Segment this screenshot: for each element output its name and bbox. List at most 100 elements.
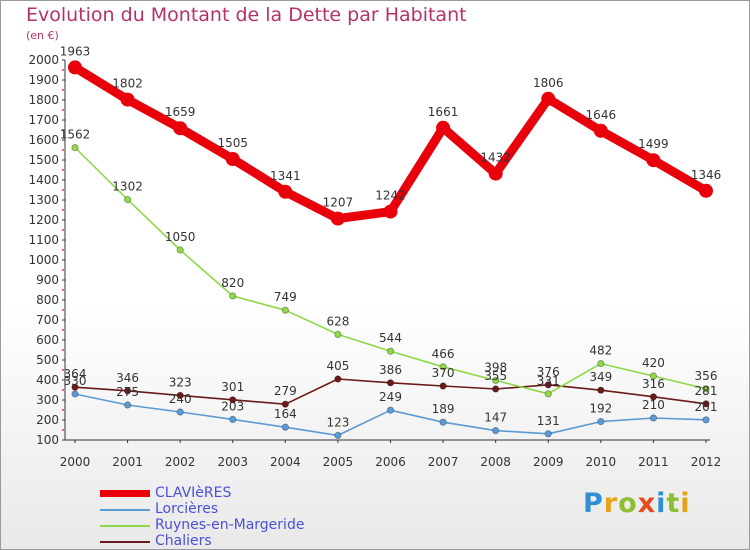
data-label-claviers: 1963 bbox=[60, 44, 91, 58]
x-tick-label: 2003 bbox=[217, 455, 248, 469]
data-label-chaliers: 323 bbox=[169, 375, 192, 389]
data-label-lorcieres: 203 bbox=[221, 399, 244, 413]
y-tick-label: 300 bbox=[36, 393, 59, 407]
data-point-claviers bbox=[488, 166, 503, 181]
data-point-claviers bbox=[173, 121, 188, 136]
legend-swatch-claviers bbox=[100, 490, 150, 497]
y-tick-label: 2000 bbox=[28, 53, 59, 67]
data-point-claviers bbox=[68, 60, 82, 75]
data-point-lorcieres bbox=[386, 406, 395, 414]
data-label-lorcieres: 249 bbox=[379, 390, 402, 404]
data-point-chaliers bbox=[229, 396, 237, 404]
data-point-lorcieres bbox=[492, 426, 500, 435]
data-label-ruynes: 466 bbox=[432, 347, 455, 361]
data-point-lorcieres bbox=[281, 423, 289, 431]
y-minor-tick bbox=[62, 429, 64, 431]
legend-swatch-chaliers bbox=[100, 541, 150, 543]
data-point-ruynes bbox=[176, 246, 184, 254]
data-point-chaliers bbox=[176, 391, 184, 399]
data-label-ruynes: 420 bbox=[642, 356, 665, 370]
data-label-lorcieres: 192 bbox=[589, 402, 612, 416]
data-label-chaliers: 376 bbox=[537, 365, 560, 379]
y-tick-label: 200 bbox=[36, 413, 59, 427]
data-point-chaliers bbox=[123, 387, 132, 395]
data-label-lorcieres: 275 bbox=[116, 385, 139, 399]
y-minor-tick bbox=[62, 329, 64, 331]
y-tick-label: 800 bbox=[36, 293, 59, 307]
data-point-ruynes bbox=[597, 359, 605, 368]
data-point-lorcieres bbox=[702, 416, 710, 424]
data-point-ruynes bbox=[649, 372, 658, 380]
y-minor-tick bbox=[62, 229, 64, 231]
data-point-chaliers bbox=[439, 382, 447, 390]
data-point-chaliers bbox=[71, 383, 79, 391]
y-minor-tick bbox=[62, 129, 64, 131]
y-minor-tick bbox=[62, 289, 64, 291]
y-tick-label: 900 bbox=[36, 273, 59, 287]
x-tick-label: 2007 bbox=[428, 455, 459, 469]
data-point-chaliers bbox=[492, 385, 500, 393]
x-tick-label: 2012 bbox=[691, 455, 722, 469]
legend-swatch-lorcieres bbox=[100, 509, 150, 511]
data-point-claviers bbox=[120, 92, 135, 107]
data-point-chaliers bbox=[597, 386, 605, 394]
data-point-lorcieres bbox=[439, 418, 447, 426]
x-tick-label: 2009 bbox=[533, 455, 564, 469]
data-point-claviers bbox=[646, 153, 661, 168]
data-point-chaliers bbox=[334, 375, 342, 383]
data-point-lorcieres bbox=[176, 408, 184, 416]
y-tick-label: 1200 bbox=[28, 213, 59, 227]
data-label-claviers: 1661 bbox=[428, 105, 459, 119]
y-minor-tick bbox=[62, 249, 64, 251]
y-tick-label: 1700 bbox=[28, 113, 59, 127]
chart-unit: (en €) bbox=[26, 29, 59, 42]
data-point-ruynes bbox=[492, 376, 500, 384]
data-point-chaliers bbox=[544, 381, 552, 389]
y-tick-label: 600 bbox=[36, 333, 59, 347]
y-tick-label: 1900 bbox=[28, 73, 59, 87]
y-tick-label: 1500 bbox=[28, 153, 59, 167]
y-tick-label: 1100 bbox=[28, 233, 59, 247]
data-point-ruynes bbox=[439, 363, 447, 371]
data-label-chaliers: 279 bbox=[274, 384, 297, 398]
data-label-chaliers: 405 bbox=[326, 359, 349, 373]
y-minor-tick bbox=[62, 149, 64, 151]
x-tick-label: 2005 bbox=[323, 455, 354, 469]
x-tick-label: 2010 bbox=[586, 455, 617, 469]
legend-label-chaliers: Chaliers bbox=[155, 533, 212, 549]
data-label-lorcieres: 240 bbox=[169, 392, 192, 406]
data-label-claviers: 1505 bbox=[217, 136, 248, 150]
data-point-ruynes bbox=[281, 306, 289, 314]
y-minor-tick bbox=[62, 209, 64, 211]
data-label-claviers: 1806 bbox=[533, 76, 564, 90]
data-label-chaliers: 355 bbox=[484, 369, 507, 383]
proxiti-logo: Proxiti bbox=[583, 488, 691, 519]
data-point-lorcieres bbox=[597, 417, 605, 426]
y-minor-tick bbox=[62, 189, 64, 191]
data-label-ruynes: 1562 bbox=[60, 128, 91, 142]
data-point-chaliers bbox=[702, 400, 710, 408]
data-label-ruynes: 356 bbox=[695, 369, 718, 383]
data-label-lorcieres: 147 bbox=[484, 411, 507, 425]
y-minor-tick bbox=[62, 409, 64, 411]
data-point-lorcieres bbox=[123, 401, 132, 409]
data-point-claviers bbox=[225, 152, 240, 166]
data-label-claviers: 1242 bbox=[375, 189, 406, 203]
data-point-ruynes bbox=[544, 390, 552, 398]
data-label-lorcieres: 123 bbox=[326, 415, 349, 429]
legend-swatch-ruynes bbox=[100, 525, 150, 527]
data-label-claviers: 1659 bbox=[165, 105, 196, 119]
data-point-claviers bbox=[699, 183, 713, 198]
data-point-ruynes bbox=[123, 196, 132, 204]
y-tick-label: 1400 bbox=[28, 173, 59, 187]
data-label-claviers: 1207 bbox=[323, 196, 354, 210]
x-tick-label: 2000 bbox=[60, 455, 91, 469]
y-minor-tick bbox=[62, 349, 64, 351]
data-label-lorcieres: 330 bbox=[64, 374, 87, 388]
x-tick-label: 2002 bbox=[165, 455, 196, 469]
data-label-ruynes: 820 bbox=[221, 276, 244, 290]
data-label-lorcieres: 201 bbox=[695, 400, 718, 414]
data-label-ruynes: 544 bbox=[379, 331, 402, 345]
